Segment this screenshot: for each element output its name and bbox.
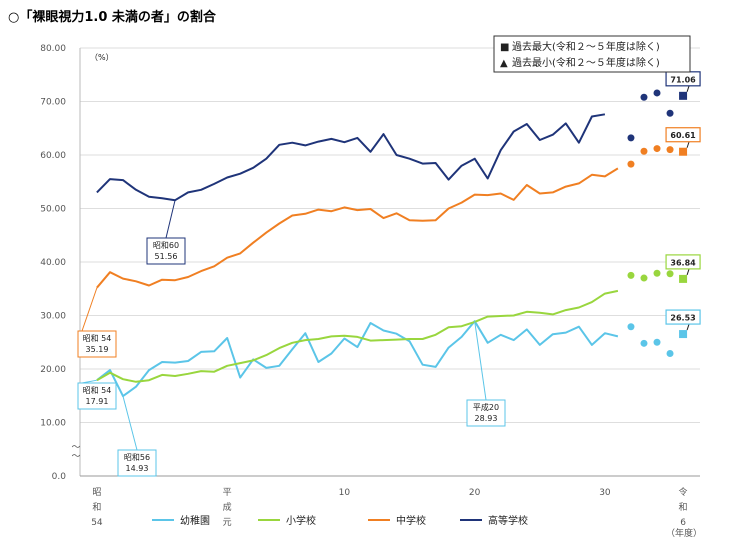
y-tick-label: 20.00 xyxy=(40,365,66,375)
anno-leader xyxy=(686,85,690,92)
marker-legend-symbol: ■ xyxy=(500,42,509,53)
page-title: ○「裸眼視力1.0 未満の者」の割合 xyxy=(8,10,216,25)
series-point-0 xyxy=(627,323,635,331)
series-line-3 xyxy=(96,113,606,202)
anno-leader xyxy=(686,268,690,276)
anno-leader xyxy=(474,321,487,401)
anno-box xyxy=(77,382,117,410)
series-point-3 xyxy=(627,134,635,142)
y-tick-label: 40.00 xyxy=(40,258,66,268)
series-point-1 xyxy=(627,271,635,279)
x-tick-label: 令和 6 xyxy=(679,486,688,528)
marker-legend-symbol: ▲ xyxy=(500,58,508,69)
anno-leader xyxy=(165,200,176,239)
anno-label: 昭和60 51.56 xyxy=(153,241,179,261)
series-point-max-0 xyxy=(679,330,688,339)
series-point-max-2 xyxy=(679,147,688,156)
anno-box xyxy=(146,237,186,265)
y-tick-label: 60.00 xyxy=(40,151,66,161)
marker-legend-box: ■ 過去最大(令和２～５年度は除く) ▲ 過去最小(令和２～５年度は除く) xyxy=(493,35,691,73)
anno-box xyxy=(665,309,701,325)
series-line-2 xyxy=(96,167,619,289)
legend: 幼稚園 小学校 中学校 高等学校 xyxy=(152,514,528,527)
anno-box xyxy=(466,399,506,427)
anno-leader xyxy=(686,141,690,148)
series-point-1 xyxy=(653,269,661,277)
series-point-3 xyxy=(653,89,661,97)
axis-break-mark: 〜〜 xyxy=(71,443,80,462)
legend-label: 中学校 xyxy=(396,514,426,527)
anno-box xyxy=(665,127,701,143)
y-unit-label: （%） xyxy=(90,53,114,62)
y-tick-label: 10.00 xyxy=(40,419,66,429)
anno-box xyxy=(77,330,117,358)
anno-label: 昭和 54 17.91 xyxy=(83,386,112,406)
legend-label: 小学校 xyxy=(286,514,316,527)
anno-label: 26.53 xyxy=(670,314,695,323)
annotation-layer: 昭和 54 17.91 昭和56 14.93 平成20 28.93 26.53 36.84 昭和… xyxy=(77,71,701,477)
anno-label: 昭和56 14.93 xyxy=(124,453,150,473)
series-point-max-1 xyxy=(679,274,688,283)
x-unit-label: （年度） xyxy=(666,527,702,539)
series-line-1 xyxy=(96,289,619,383)
x-tick-label: 20 xyxy=(469,488,481,498)
axes: 0.0 10.00 20.00 30.00 40.00 50.00 60.00 70.00 80… xyxy=(40,44,702,539)
y-tick-label: 30.00 xyxy=(40,312,66,322)
marker-legend-frame xyxy=(493,35,691,73)
anno-label: 昭和 54 35.19 xyxy=(83,334,112,354)
series-point-3 xyxy=(666,109,674,117)
series-point-1 xyxy=(666,270,674,278)
y-tick-label: 0.0 xyxy=(52,472,67,482)
anno-label: 平成20 28.93 xyxy=(473,402,499,423)
series-point-0 xyxy=(653,338,661,346)
series-point-2 xyxy=(640,147,648,155)
anno-label: 71.06 xyxy=(670,75,696,84)
y-tick-label: 80.00 xyxy=(40,44,66,54)
anno-leader xyxy=(81,287,98,332)
series-point-1 xyxy=(640,274,648,282)
marker-legend-label: 過去最大(令和２～５年度は除く) xyxy=(512,40,660,53)
y-tick-label: 70.00 xyxy=(40,98,66,108)
series-point-3 xyxy=(640,93,648,101)
y-tick-label: 50.00 xyxy=(40,205,66,215)
anno-leader xyxy=(686,323,690,331)
series-point-2 xyxy=(653,145,661,153)
anno-box xyxy=(665,254,701,270)
x-tick-label: 10 xyxy=(339,488,351,498)
anno-box xyxy=(117,449,157,477)
anno-label: 60.61 xyxy=(670,131,696,140)
series-layer xyxy=(96,89,688,398)
x-tick-label: 昭和 54 xyxy=(91,487,103,528)
legend-label: 幼稚園 xyxy=(180,514,210,527)
series-point-max-3 xyxy=(679,91,688,100)
series-point-2 xyxy=(627,160,635,168)
series-line-0 xyxy=(96,320,619,398)
anno-label: 36.84 xyxy=(670,258,696,267)
anno-leader xyxy=(122,395,138,451)
legend-label: 高等学校 xyxy=(488,514,528,527)
x-tick-label: 平成元 xyxy=(223,487,232,528)
series-point-0 xyxy=(666,349,674,357)
marker-legend-label: 過去最小(令和２～５年度は除く) xyxy=(512,56,660,69)
series-point-2 xyxy=(666,146,674,154)
x-tick-label: 30 xyxy=(599,488,611,498)
series-point-0 xyxy=(640,339,648,347)
